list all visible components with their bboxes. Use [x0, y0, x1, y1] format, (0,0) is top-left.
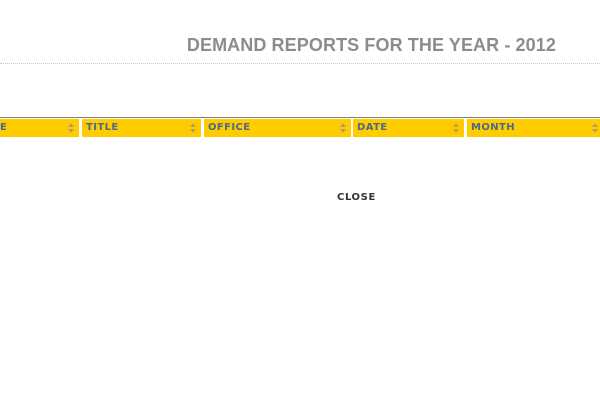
column-header-partial[interactable]: E	[0, 119, 79, 137]
column-header-title[interactable]: TITLE	[82, 119, 201, 137]
title-divider	[0, 63, 600, 64]
column-header-month[interactable]: MONTH	[467, 119, 600, 137]
column-header-label: E	[0, 122, 8, 133]
sort-arrows-icon[interactable]	[340, 123, 346, 133]
sort-arrows-icon[interactable]	[190, 123, 196, 133]
column-header-office[interactable]: OFFICE	[204, 119, 351, 137]
table-top-rule	[0, 117, 600, 118]
column-header-label: MONTH	[471, 122, 516, 133]
sort-arrows-icon[interactable]	[592, 123, 598, 133]
column-header-date[interactable]: DATE	[353, 119, 464, 137]
sort-arrows-icon[interactable]	[453, 123, 459, 133]
sort-arrows-icon[interactable]	[68, 123, 74, 133]
column-header-label: OFFICE	[208, 122, 251, 133]
column-header-label: TITLE	[86, 122, 119, 133]
close-link[interactable]: CLOSE	[337, 192, 376, 203]
page-title: DEMAND REPORTS FOR THE YEAR - 2012	[186, 35, 556, 55]
table-header-row: E TITLE OFFICE DATE	[0, 119, 600, 137]
column-header-label: DATE	[357, 122, 388, 133]
